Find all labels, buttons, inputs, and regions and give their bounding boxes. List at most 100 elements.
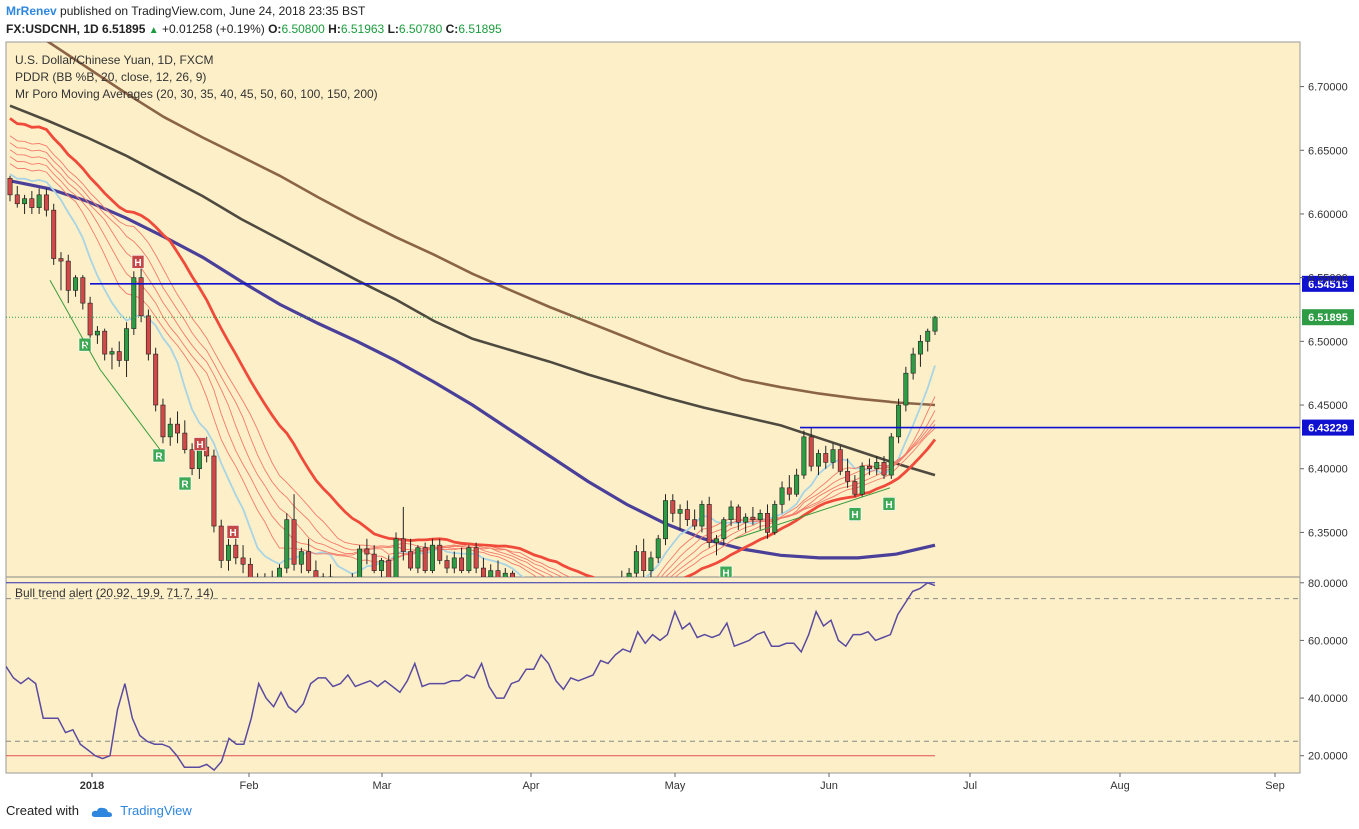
candle-body	[830, 449, 836, 463]
candle-body	[65, 260, 71, 291]
y-tick-label: 6.40000	[1308, 464, 1348, 476]
candle-body	[277, 567, 282, 577]
candle-body	[408, 551, 414, 569]
y-tick-label: 6.45000	[1308, 400, 1348, 412]
candle-body	[495, 570, 501, 577]
candle-body	[80, 277, 86, 304]
level-price-label: 6.43229	[1308, 423, 1348, 435]
candle-body	[488, 570, 494, 577]
candle-body	[670, 500, 676, 514]
candle-body	[714, 538, 719, 543]
x-tick-label: Sep	[1265, 780, 1285, 792]
oscillator-line	[6, 581, 936, 772]
candle-body	[36, 194, 42, 208]
candle-body	[626, 572, 632, 577]
candle-body	[291, 519, 297, 565]
candle-body	[815, 453, 821, 467]
ma-150-line	[9, 104, 936, 477]
oscillator-pane-background	[6, 577, 1300, 773]
symbol-label: FX:USDCNH, 1D	[6, 22, 99, 36]
candle-body	[153, 353, 159, 406]
candle-body	[772, 504, 778, 533]
candle-body	[182, 432, 188, 450]
main-pane-background	[6, 42, 1300, 577]
candle-body	[437, 544, 443, 561]
publication-info: published on TradingView.com, June 24, 2…	[60, 4, 366, 18]
candle-body	[444, 560, 450, 569]
candle-body	[633, 551, 639, 574]
pattern-marker	[178, 476, 192, 491]
pattern-marker	[882, 497, 896, 511]
candle-body	[794, 474, 800, 495]
pattern-marker-label: H	[722, 569, 729, 580]
candle-body	[917, 341, 923, 355]
candle-body	[779, 487, 785, 505]
candle-body	[896, 404, 902, 438]
candle-body	[29, 198, 35, 208]
candle-body	[51, 209, 57, 259]
candle-body	[109, 351, 115, 355]
level-price-tag	[1302, 275, 1354, 292]
oscillator-y-tick-label: 20.0000	[1308, 751, 1348, 763]
candle-body	[400, 538, 406, 552]
low-label: L:	[387, 22, 399, 36]
candle-body	[451, 557, 457, 569]
pattern-marker-label: H	[229, 528, 236, 539]
y-tick-label: 6.60000	[1308, 209, 1348, 221]
plot-border	[5, 41, 1301, 774]
pattern-marker-label: R	[81, 341, 89, 352]
candle-body	[415, 547, 421, 569]
ma-20-line	[9, 173, 936, 577]
candle-body	[903, 372, 909, 406]
pattern-marker-label: H	[851, 510, 858, 521]
candle-body	[692, 519, 698, 527]
tradingview-brand[interactable]: TradingView	[120, 803, 192, 818]
candle-body	[728, 506, 734, 520]
candle-body	[866, 465, 872, 470]
level-price-tag	[1302, 419, 1354, 436]
candle-body	[459, 557, 465, 571]
candle-body	[648, 557, 654, 571]
oscillator-y-tick-label: 60.0000	[1308, 635, 1348, 647]
y-tick-label: 6.50000	[1308, 336, 1348, 348]
candle-body	[808, 436, 814, 467]
candle-body	[663, 500, 668, 540]
author-name[interactable]: MrRenev	[6, 4, 57, 18]
open-value: 6.50800	[281, 22, 325, 36]
pattern-marker	[131, 255, 145, 269]
candle-body	[750, 516, 756, 520]
candle-body	[284, 519, 290, 569]
candle-body	[721, 519, 727, 540]
oscillator-y-tick-label: 40.0000	[1308, 693, 1348, 705]
candle-body	[386, 560, 392, 577]
candle-body	[167, 423, 173, 438]
trendline	[99, 369, 161, 450]
pattern-marker-label: H	[885, 500, 892, 511]
x-tick-label: Jul	[963, 780, 977, 792]
candle-body	[510, 572, 516, 577]
pattern-marker	[848, 507, 862, 521]
candle-body	[240, 557, 246, 565]
candle-body	[218, 525, 224, 561]
candle-body	[175, 423, 180, 434]
candle-body	[22, 198, 28, 205]
oscillator-plot-area	[6, 581, 1300, 772]
price-plot-area: H R R H R H H H H	[7, 42, 938, 580]
x-tick-label: May	[665, 780, 686, 792]
candle-body	[7, 177, 13, 196]
trendline	[49, 279, 101, 370]
level-price-label: 6.54515	[1308, 279, 1348, 291]
candle-body	[102, 330, 108, 355]
candle-body	[298, 551, 304, 565]
candle-body	[116, 351, 122, 361]
candle-body	[204, 446, 210, 457]
candle-body	[393, 538, 399, 577]
candle-body	[480, 567, 486, 577]
candle-body	[786, 487, 792, 495]
candle-body	[925, 330, 931, 342]
close-label: C:	[445, 22, 459, 36]
candle-body	[859, 465, 865, 495]
candle-body	[422, 547, 428, 571]
candle-body	[837, 449, 843, 472]
